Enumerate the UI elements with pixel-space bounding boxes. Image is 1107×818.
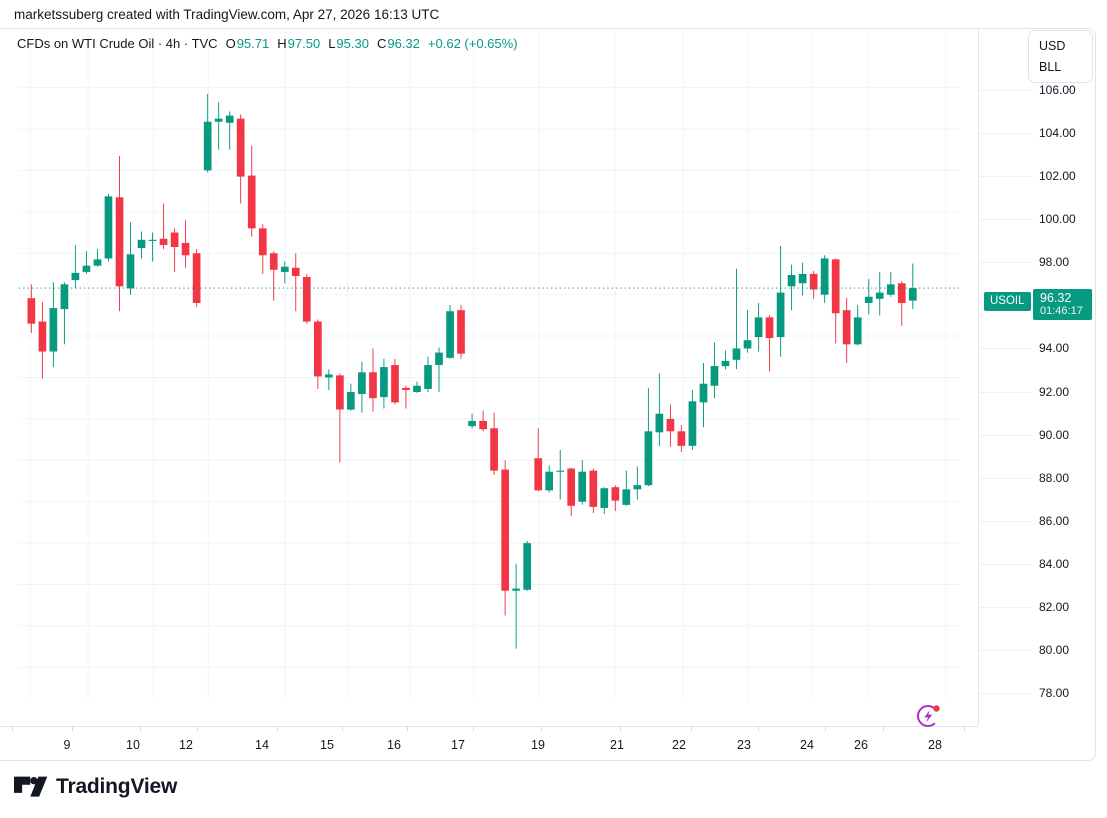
currency-label: USD — [1039, 38, 1066, 53]
low-key: L — [328, 36, 336, 51]
symbol-legend[interactable]: CFDs on WTI Crude Oil · 4h · TVC O 95.71 … — [17, 36, 518, 51]
date-tick — [964, 727, 965, 731]
date-tick — [620, 727, 621, 731]
last-price-value: 96.32 — [1040, 291, 1072, 305]
price-tick — [979, 176, 1031, 178]
date-tick — [342, 727, 343, 731]
price-tick-label: 106.00 — [1039, 83, 1076, 97]
flash-events-icon[interactable] — [913, 700, 945, 732]
date-tick — [473, 727, 474, 731]
date-tick — [691, 727, 692, 731]
date-label: 12 — [179, 738, 193, 752]
date-label: 9 — [63, 738, 71, 752]
price-tick — [979, 520, 1031, 522]
price-tick — [979, 563, 1031, 565]
price-tick — [979, 262, 1031, 264]
close-key: C — [376, 36, 387, 51]
date-tick — [541, 727, 542, 731]
price-tick — [979, 477, 1031, 479]
price-tick-label: 94.00 — [1039, 341, 1070, 356]
price-tick — [979, 434, 1031, 436]
price-tick-label: 80.00 — [1039, 642, 1070, 657]
change-value: +0.62 (+0.65%) — [427, 36, 518, 51]
high-value: 97.50 — [287, 36, 321, 51]
price-tick-label: 82.00 — [1039, 599, 1070, 614]
price-tick-label: 104.00 — [1039, 126, 1076, 141]
symbol-title: CFDs on WTI Crude Oil · 4h · TVC — [17, 36, 218, 51]
price-tick-label: 90.00 — [1039, 427, 1070, 442]
price-tick — [979, 391, 1031, 393]
price-axis[interactable]: 106.00 104.00 102.00 100.00 98.00 94.00 92.00 9… — [978, 28, 1107, 726]
price-tick-label: 102.00 — [1039, 169, 1076, 184]
price-tick — [979, 90, 1031, 91]
open-value: 95.71 — [236, 36, 270, 51]
notification-dot — [933, 705, 940, 712]
date-label: 26 — [854, 738, 868, 752]
price-tick — [979, 606, 1031, 608]
date-label: 14 — [255, 738, 269, 752]
ohlc-open: O 95.71 — [226, 36, 270, 51]
date-label: 23 — [737, 738, 751, 752]
date-tick — [12, 727, 13, 731]
close-value: 96.32 — [387, 36, 420, 51]
date-tick — [407, 727, 408, 731]
tradingview-logo-text: TradingView — [56, 775, 178, 798]
price-tick-label: 78.00 — [1039, 686, 1070, 700]
low-value: 95.30 — [336, 36, 369, 51]
date-label: 24 — [800, 738, 814, 752]
symbol-axis-label: USOIL — [984, 292, 1031, 311]
unit-label: BLL — [1039, 60, 1062, 75]
open-key: O — [225, 36, 236, 51]
price-tick-label: 92.00 — [1039, 384, 1070, 399]
date-label: 10 — [126, 738, 140, 752]
date-tick — [197, 727, 198, 731]
price-tick — [979, 133, 1031, 135]
lightning-bolt-icon — [924, 710, 933, 723]
price-tick — [979, 219, 1031, 221]
price-tick-label: 98.00 — [1039, 255, 1070, 270]
price-tick-label: 100.00 — [1039, 212, 1076, 227]
bar-countdown: 01:46:17 — [1040, 305, 1083, 317]
time-axis[interactable]: 9 10 12 14 15 16 17 19 21 22 23 24 26 28 — [0, 726, 978, 760]
currency-unit-box[interactable]: USD BLL — [1028, 30, 1093, 83]
date-tick — [825, 727, 826, 731]
date-tick — [277, 727, 278, 731]
date-label: 16 — [387, 738, 401, 752]
tradingview-logo-mark — [14, 776, 48, 797]
date-label: 15 — [320, 738, 334, 752]
date-label: 22 — [672, 738, 686, 752]
watermark-attribution: marketssuberg created with TradingView.c… — [14, 7, 440, 22]
date-label: 28 — [928, 738, 942, 752]
price-tick-label: 88.00 — [1039, 470, 1070, 485]
date-label: 21 — [610, 738, 624, 752]
ohlc-high: H 97.50 — [277, 36, 320, 51]
date-tick — [883, 727, 884, 731]
tradingview-logo[interactable]: TradingView — [14, 775, 177, 799]
ohlc-low: L 95.30 — [328, 36, 369, 51]
candlestick-chart[interactable] — [0, 28, 978, 726]
price-tick — [979, 649, 1031, 651]
date-label: 17 — [451, 738, 465, 752]
date-tick — [72, 727, 73, 731]
date-tick — [758, 727, 759, 731]
price-tick-label: 86.00 — [1039, 513, 1070, 528]
last-price-label: 96.32 01:46:17 — [1033, 289, 1092, 320]
price-tick-label: 84.00 — [1039, 556, 1070, 571]
flash-ring — [917, 705, 939, 727]
price-tick — [979, 693, 1031, 694]
date-tick — [140, 727, 141, 731]
high-key: H — [277, 36, 287, 51]
date-label: 19 — [531, 738, 545, 752]
price-tick — [979, 348, 1031, 350]
ohlc-close: C 96.32 — [377, 36, 420, 51]
